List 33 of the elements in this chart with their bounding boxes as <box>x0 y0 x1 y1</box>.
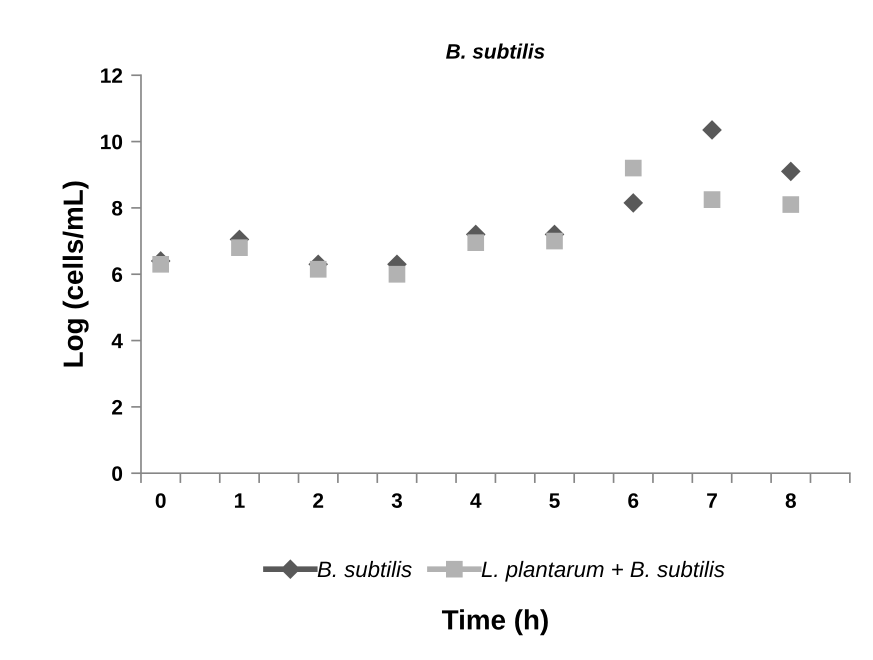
x-tick-label: 7 <box>707 493 717 508</box>
point <box>546 232 563 250</box>
x-axis-title: Time (h) <box>442 609 548 636</box>
x-tick-label: 6 <box>628 493 638 508</box>
x-tick-label: 0 <box>156 493 166 508</box>
point <box>623 193 644 213</box>
y-axis-title: Log (cells/mL) <box>62 181 89 367</box>
point <box>152 256 170 273</box>
point <box>310 260 327 278</box>
y-tick-label: 12 <box>101 68 122 83</box>
chart-title: B. subtilis <box>446 43 544 59</box>
point <box>702 120 722 140</box>
x-tick-label: 4 <box>470 493 482 508</box>
y-tick-label: 8 <box>112 200 122 216</box>
y-tick-label: 6 <box>112 267 122 282</box>
point <box>704 191 720 208</box>
x-tick-label: 1 <box>234 493 245 508</box>
point <box>388 266 406 283</box>
x-tick-label: 5 <box>549 493 560 508</box>
point <box>467 234 484 252</box>
x-tick-label: 8 <box>786 493 796 508</box>
point <box>231 239 248 256</box>
x-tick-label: 3 <box>392 493 402 508</box>
legend-label: L. plantarum + B. subtilis <box>482 560 724 582</box>
point <box>782 196 800 213</box>
point <box>624 160 642 176</box>
y-tick-label: 10 <box>101 134 122 150</box>
y-tick-label: 0 <box>112 466 122 481</box>
y-tick-label: 2 <box>112 400 122 414</box>
y-tick-label: 4 <box>112 334 123 348</box>
x-tick-label: 2 <box>313 493 324 508</box>
legend-label: B. subtilis <box>318 560 412 578</box>
point <box>780 162 801 182</box>
